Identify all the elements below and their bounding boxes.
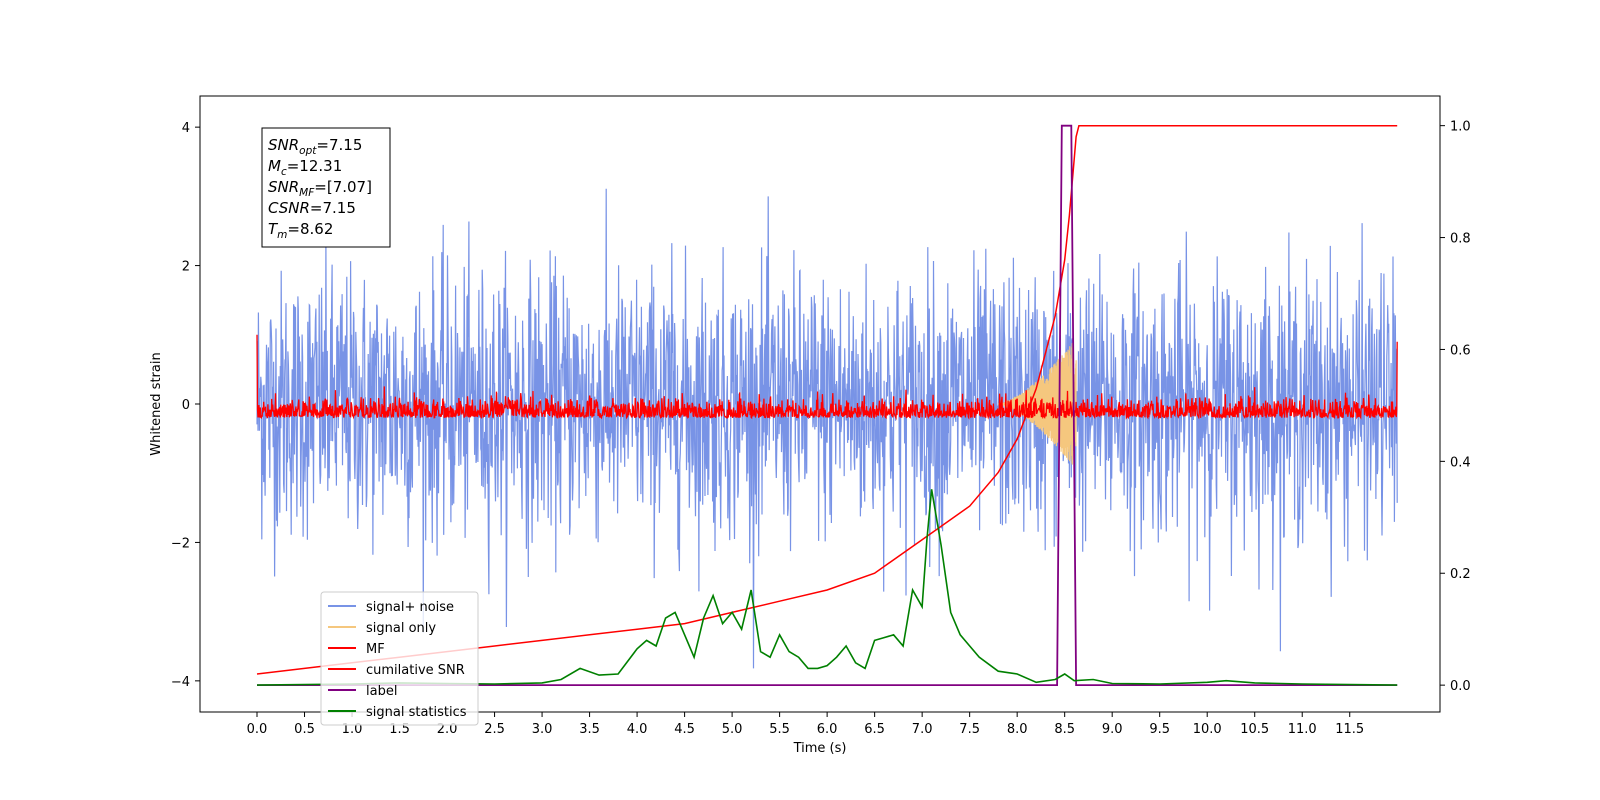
x-axis-label: Time (s) (793, 741, 847, 756)
y-tick-label: 4 (182, 121, 190, 136)
x-tick-label: 6.5 (864, 722, 885, 737)
y-tick-label: 0 (182, 398, 190, 413)
stats-line: SNRMF=[7.07] (268, 178, 372, 199)
x-tick-label: 10.5 (1240, 722, 1269, 737)
y-tick-label: 2 (182, 260, 190, 275)
x-tick-label: 3.0 (532, 722, 553, 737)
x-tick-label: 11.5 (1335, 722, 1364, 737)
legend-frame (320, 591, 479, 726)
x-tick-label: 0.0 (247, 722, 268, 737)
series-signal-noise-line (256, 188, 1398, 669)
stats-line: SNRopt=7.15 (268, 136, 362, 157)
y-right-tick-label: 0.6 (1450, 343, 1471, 358)
x-tick-label: 6.0 (817, 722, 838, 737)
x-tick-label: 3.5 (579, 722, 600, 737)
x-tick-label: 9.0 (1102, 722, 1123, 737)
legend-label: MF (366, 642, 385, 657)
y-tick-label: −2 (171, 536, 190, 551)
series-signal-statistics-line (256, 489, 1398, 686)
x-tick-label: 8.0 (1007, 722, 1028, 737)
y-tick-label: −4 (171, 675, 190, 690)
stats-annotation-box: SNRopt=7.15Mc=12.31SNRMF=[7.07]CSNR=7.15… (261, 127, 391, 248)
x-tick-label: 2.0 (437, 722, 458, 737)
legend-label: signal statistics (366, 705, 467, 720)
x-tick-label: 10.0 (1193, 722, 1222, 737)
y-right-tick-label: 0.2 (1450, 567, 1471, 582)
legend-label: signal+ noise (366, 600, 454, 615)
x-tick-label: 7.5 (959, 722, 980, 737)
x-tick-label: 4.5 (674, 722, 695, 737)
x-tick-label: 9.5 (1149, 722, 1170, 737)
x-tick-label: 7.0 (912, 722, 933, 737)
legend-label: label (366, 684, 397, 699)
x-tick-label: 1.0 (342, 722, 363, 737)
y-axis-right: 0.0 0.2 0.4 0.6 0.8 1.0 (1440, 120, 1471, 694)
x-tick-label: 5.5 (769, 722, 790, 737)
x-tick-label: 4.0 (627, 722, 648, 737)
series-label-line (257, 124, 1398, 686)
y-axis-left: −4 −2 0 2 4 (171, 121, 200, 690)
x-tick-label: 0.5 (294, 722, 315, 737)
y-right-tick-label: 0.8 (1450, 232, 1471, 247)
y-axis-label: Whitened strain (149, 352, 164, 455)
stats-line: CSNR=7.15 (268, 199, 356, 217)
legend: signal+ noise signal only MF cumilative SNR… (320, 591, 479, 726)
x-tick-label: 11.0 (1288, 722, 1317, 737)
y-right-tick-label: 0.4 (1450, 455, 1471, 470)
x-axis: 0.0 0.5 1.0 1.5 2.0 2.5 3.0 3.5 4.0 4.5 5.0 5.5 6.0 6… (247, 712, 1364, 737)
stats-line: Tm=8.62 (268, 220, 333, 241)
y-right-tick-label: 1.0 (1450, 120, 1471, 135)
x-tick-label: 1.5 (389, 722, 410, 737)
legend-label: signal only (366, 621, 436, 636)
x-tick-label: 5.0 (722, 722, 743, 737)
stats-line: Mc=12.31 (268, 157, 342, 178)
series-mf-line (256, 334, 1398, 421)
stats-box-frame (261, 127, 391, 248)
x-tick-label: 8.5 (1054, 722, 1075, 737)
x-tick-label: 2.5 (484, 722, 505, 737)
y-right-tick-label: 0.0 (1450, 679, 1471, 694)
legend-label: cumilative SNR (366, 663, 465, 678)
